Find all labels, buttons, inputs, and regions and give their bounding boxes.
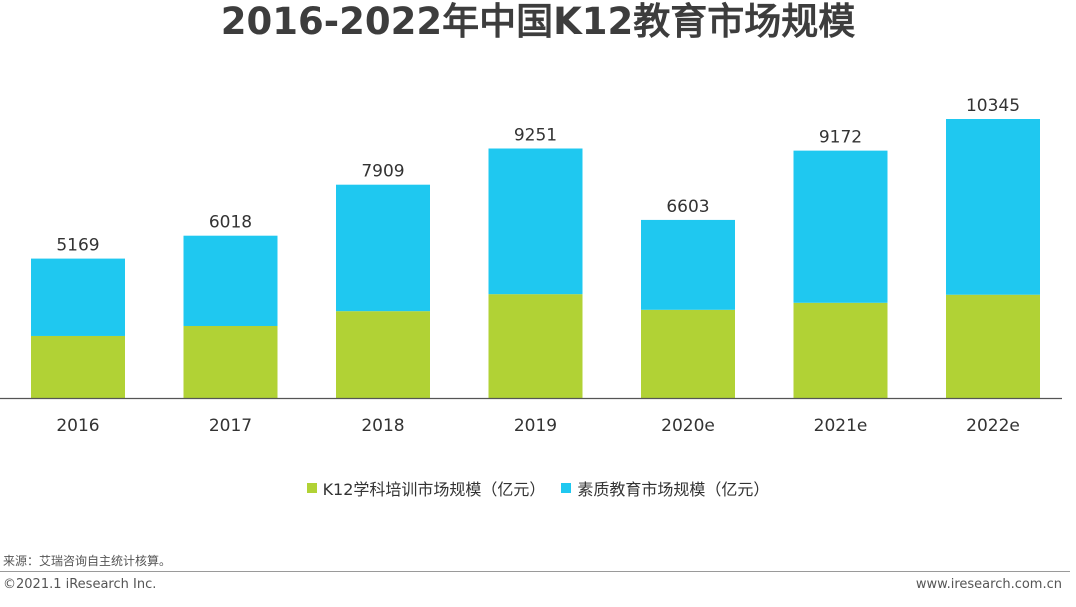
bar-quality-2018 [336, 184, 430, 312]
legend-swatch-k12 [306, 483, 317, 493]
bar-k12-2019 [488, 294, 583, 398]
copyright: ©2021.1 iResearch Inc. [3, 577, 157, 592]
bar-k12-2021e [793, 302, 888, 398]
total-label-2021e: 9172 [819, 128, 862, 148]
source-note: 来源：艾瑞咨询自主统计核算。 [3, 554, 172, 568]
stacked-bar-chart: 5169 2016 6018 2017 7909 2018 9251 2019 6603 2020… [0, 96, 1062, 436]
bar-k12-2018 [336, 311, 430, 398]
legend-label-k12: K12学科培训市场规模（亿元） [322, 480, 546, 499]
legend: K12学科培训市场规模（亿元） 素质教育市场规模（亿元） [0, 476, 1076, 500]
legend-swatch-quality [561, 483, 572, 493]
bar-quality-2020e [641, 219, 735, 310]
x-tick-label-2019: 2019 [514, 416, 557, 436]
bar-k12-2016 [31, 335, 125, 398]
legend-item-quality: 素质教育市场规模（亿元） [561, 476, 769, 500]
bar-k12-2020e [641, 309, 735, 398]
bar-quality-2016 [31, 258, 125, 336]
legend-item-k12: K12学科培训市场规模（亿元） [306, 476, 546, 500]
website-link[interactable]: www.iresearch.com.cn [915, 577, 1062, 592]
legend-label-quality: 素质教育市场规模（亿元） [577, 480, 770, 499]
x-tick-label-2016: 2016 [56, 416, 99, 436]
total-label-2016: 5169 [56, 236, 99, 256]
bar-quality-2022e [946, 119, 1040, 295]
x-tick-label-2017: 2017 [209, 416, 252, 436]
x-tick-label-2018: 2018 [361, 416, 404, 436]
total-label-2020e: 6603 [666, 197, 709, 217]
x-tick-label-2022e: 2022e [966, 416, 1020, 436]
bar-quality-2017 [183, 235, 278, 326]
bar-k12-2022e [946, 294, 1040, 398]
total-label-2017: 6018 [209, 213, 252, 233]
total-label-2019: 9251 [514, 126, 557, 146]
x-tick-label-2021e: 2021e [814, 416, 868, 436]
bar-k12-2017 [183, 325, 278, 398]
chart-title: 2016-2022年中国K12教育市场规模 [220, 0, 856, 43]
bar-quality-2019 [488, 148, 583, 295]
total-label-2022e: 10345 [966, 96, 1020, 116]
total-label-2018: 7909 [361, 162, 404, 182]
bar-quality-2021e [793, 150, 888, 303]
x-tick-label-2020e: 2020e [661, 416, 715, 436]
footer-divider [0, 571, 1070, 572]
